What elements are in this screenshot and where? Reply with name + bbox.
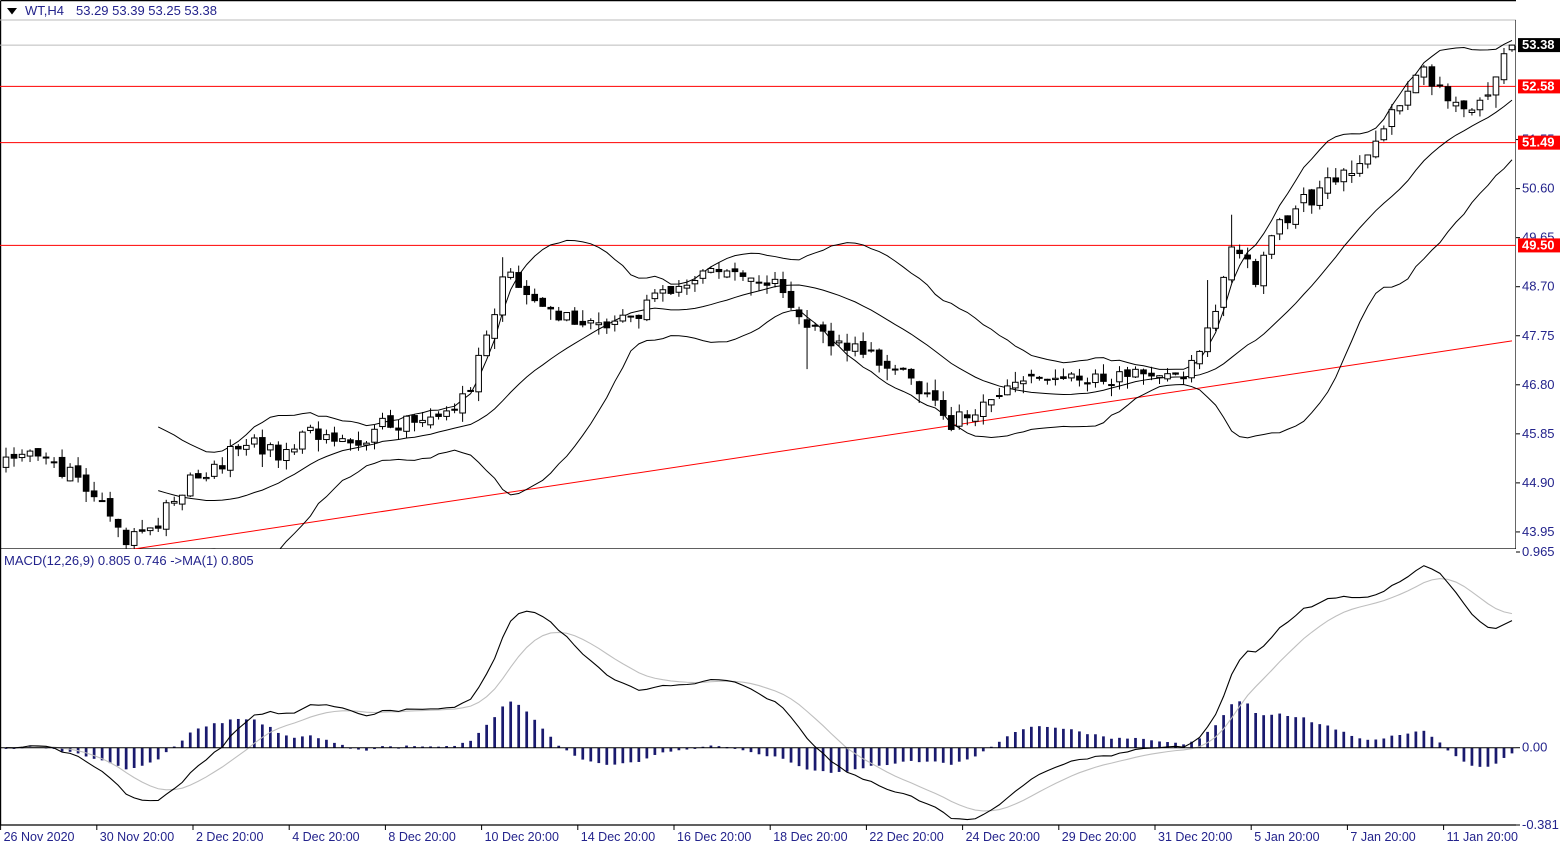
- svg-text:50.60: 50.60: [1522, 181, 1555, 196]
- svg-text:48.70: 48.70: [1522, 279, 1555, 294]
- svg-text:30 Nov 20:00: 30 Nov 20:00: [100, 830, 174, 844]
- svg-text:31 Dec 20:00: 31 Dec 20:00: [1158, 830, 1232, 844]
- svg-text:18 Dec 20:00: 18 Dec 20:00: [773, 830, 847, 844]
- svg-text:4 Dec 20:00: 4 Dec 20:00: [292, 830, 359, 844]
- svg-text:0.00: 0.00: [1522, 740, 1547, 755]
- svg-text:47.75: 47.75: [1522, 328, 1555, 343]
- svg-text:2 Dec 20:00: 2 Dec 20:00: [196, 830, 263, 844]
- svg-text:10 Dec 20:00: 10 Dec 20:00: [485, 830, 559, 844]
- svg-text:49.50: 49.50: [1522, 237, 1555, 252]
- svg-text:22 Dec 20:00: 22 Dec 20:00: [869, 830, 943, 844]
- svg-text:51.49: 51.49: [1522, 135, 1555, 150]
- svg-text:14 Dec 20:00: 14 Dec 20:00: [581, 830, 655, 844]
- svg-text:7 Jan 20:00: 7 Jan 20:00: [1350, 830, 1415, 844]
- svg-text:0.965: 0.965: [1522, 544, 1555, 559]
- svg-text:MACD(12,26,9) 0.805 0.746 ->M: MACD(12,26,9) 0.805 0.746 ->MA(1) 0.805: [4, 553, 254, 568]
- svg-text:45.85: 45.85: [1522, 426, 1555, 441]
- svg-text:24 Dec 20:00: 24 Dec 20:00: [966, 830, 1040, 844]
- svg-text:-0.381: -0.381: [1522, 817, 1559, 832]
- svg-text:46.80: 46.80: [1522, 377, 1555, 392]
- svg-text:43.95: 43.95: [1522, 524, 1555, 539]
- svg-text:8 Dec 20:00: 8 Dec 20:00: [388, 830, 455, 844]
- svg-text:53.38: 53.38: [1522, 37, 1555, 52]
- svg-text:5 Jan 20:00: 5 Jan 20:00: [1254, 830, 1319, 844]
- svg-text:WT,H4: WT,H4: [25, 3, 64, 18]
- svg-text:26 Nov 2020: 26 Nov 2020: [4, 830, 75, 844]
- svg-text:29 Dec 20:00: 29 Dec 20:00: [1062, 830, 1136, 844]
- svg-text:44.90: 44.90: [1522, 475, 1555, 490]
- svg-text:11 Jan 20:00: 11 Jan 20:00: [1447, 830, 1518, 844]
- svg-text:52.58: 52.58: [1522, 78, 1555, 93]
- svg-text:53.29 53.39 53.25 53.38: 53.29 53.39 53.25 53.38: [76, 3, 217, 18]
- svg-text:16 Dec 20:00: 16 Dec 20:00: [677, 830, 751, 844]
